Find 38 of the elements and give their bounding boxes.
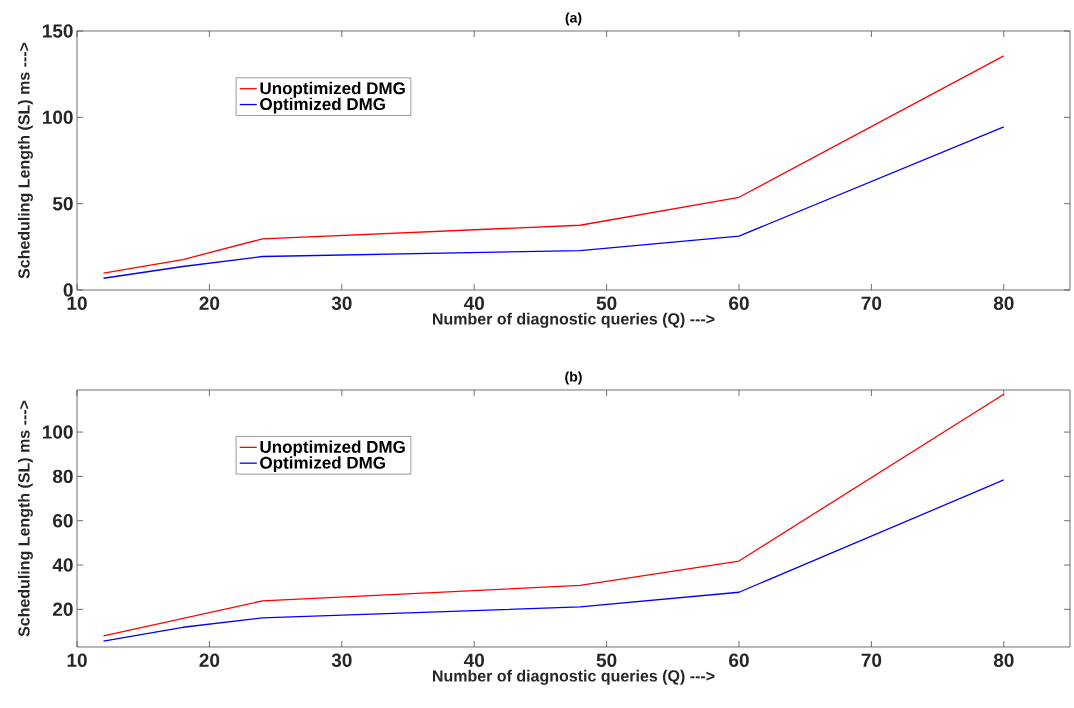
x-tick-label: 60	[729, 653, 749, 667]
x-axis-title: Number of diagnostic queries (Q) --->	[433, 312, 715, 328]
y-tick-label: 50	[52, 196, 73, 211]
x-tick-label: 50	[596, 653, 617, 667]
x-tick-label: 50	[596, 296, 617, 310]
x-tick-label: 70	[861, 296, 882, 310]
x-tick-label: 40	[463, 296, 484, 310]
x-tick-label: 60	[729, 296, 749, 310]
chart-title: (b)	[565, 371, 582, 385]
y-tick-label: 150	[42, 24, 73, 38]
x-tick-label: 40	[463, 653, 484, 667]
y-tick-label: 40	[52, 558, 73, 572]
legend-label: Unoptimized DMG	[260, 440, 405, 457]
legend-label: Optimized DMG	[260, 456, 385, 473]
line-series	[102, 126, 1005, 279]
x-tick-label: 80	[993, 653, 1014, 667]
x-tick-label: 10	[67, 296, 87, 310]
y-axis-title: Scheduling Length (SL) ms --->	[17, 42, 33, 279]
x-axis-title: Number of diagnostic queries (Q) --->	[433, 669, 715, 685]
x-tick-label: 20	[199, 653, 220, 667]
legend-label: Unoptimized DMG	[260, 81, 405, 98]
line-series	[102, 55, 1005, 274]
y-tick-label: 20	[53, 602, 73, 617]
x-tick-label: 70	[861, 653, 882, 667]
y-tick-label: 80	[52, 469, 73, 484]
legend-label: Optimized DMG	[260, 97, 385, 114]
y-tick-label: 100	[42, 425, 73, 439]
y-tick-label: 0	[63, 283, 73, 297]
y-axis-title: Scheduling Length (SL) ms --->	[17, 400, 33, 637]
x-tick-label: 80	[993, 296, 1014, 310]
y-tick-label: 100	[42, 110, 73, 125]
x-tick-label: 10	[67, 653, 87, 667]
chart-title: (a)	[565, 12, 582, 26]
y-tick-label: 60	[53, 513, 73, 528]
x-tick-label: 30	[331, 296, 352, 311]
x-tick-label: 30	[331, 653, 352, 667]
x-tick-label: 20	[199, 296, 220, 310]
line-series	[102, 479, 1005, 642]
